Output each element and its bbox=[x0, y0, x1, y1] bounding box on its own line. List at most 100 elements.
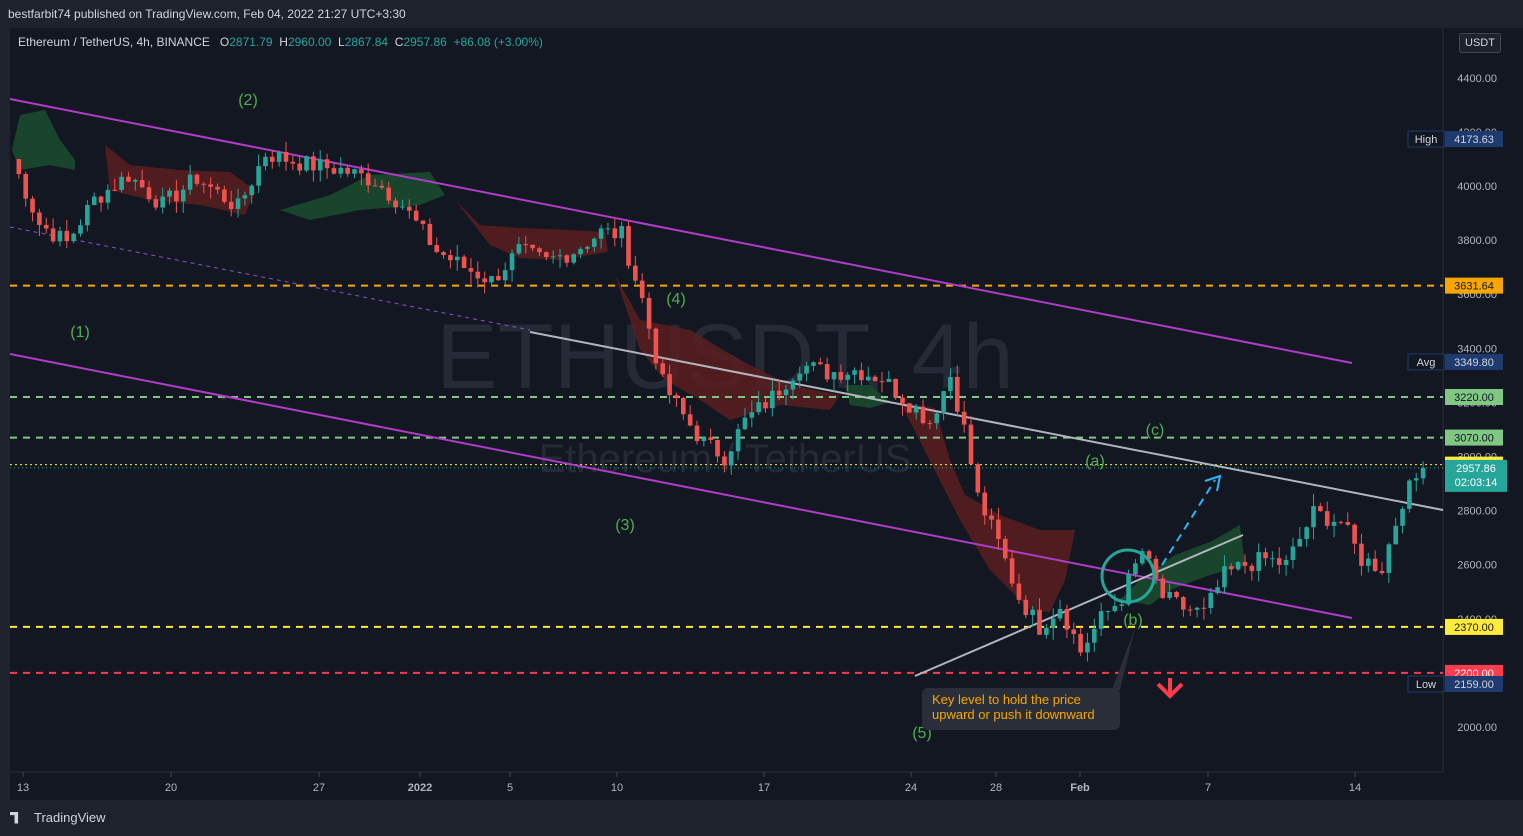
wave-label-6: (b) bbox=[1123, 612, 1143, 629]
candle-body-71 bbox=[496, 276, 501, 281]
candle-body-117 bbox=[811, 362, 816, 366]
last-price-value: 2957.86 bbox=[1456, 463, 1496, 475]
candle-body-131 bbox=[907, 403, 912, 413]
candle-body-198 bbox=[1366, 558, 1371, 566]
candle-body-101 bbox=[701, 437, 707, 442]
candle-body-107 bbox=[742, 417, 748, 430]
candle-body-53 bbox=[372, 185, 378, 187]
candle-body-114 bbox=[790, 380, 796, 390]
candle-body-166 bbox=[1146, 551, 1152, 559]
candle-body-37 bbox=[263, 156, 268, 167]
candle-body-111 bbox=[770, 390, 775, 409]
candle-body-183 bbox=[1263, 552, 1268, 559]
time-tick-1: 20 bbox=[165, 782, 177, 794]
candle-body-78 bbox=[544, 252, 549, 258]
candle-body-25 bbox=[180, 189, 186, 202]
candle-body-86 bbox=[598, 228, 604, 239]
wave-label-0: (1) bbox=[70, 324, 90, 341]
candle-body-141 bbox=[975, 464, 981, 493]
candle-body-178 bbox=[1229, 566, 1234, 570]
candle-body-119 bbox=[824, 364, 830, 380]
candle-body-167 bbox=[1153, 558, 1159, 579]
price-labels: High 4173.63 3631.64 Avg 3349.80 3220.00 3070.… bbox=[1407, 130, 1507, 693]
candle-body-92 bbox=[639, 280, 645, 298]
candle-body-155 bbox=[1071, 629, 1077, 635]
candle-body-189 bbox=[1304, 527, 1309, 539]
resistance-trendline bbox=[529, 331, 1444, 511]
time-tick-11: 14 bbox=[1349, 782, 1361, 794]
time-tick-10: 7 bbox=[1205, 782, 1211, 794]
candle-body-146 bbox=[1009, 558, 1015, 584]
cloud-segment-5 bbox=[845, 385, 890, 408]
tradingview-logo[interactable]: TradingView bbox=[10, 810, 106, 825]
time-axis[interactable] bbox=[10, 772, 1523, 800]
time-tick-0: 13 bbox=[17, 782, 29, 794]
candle-body-24 bbox=[174, 190, 179, 202]
candle-body-129 bbox=[893, 378, 898, 398]
candle-body-132 bbox=[913, 406, 919, 413]
candle-body-77 bbox=[537, 248, 542, 253]
candle-body-136 bbox=[941, 391, 946, 414]
mid-channel-dashed bbox=[9, 226, 531, 331]
candle-body-49 bbox=[345, 167, 350, 174]
candle-body-6 bbox=[50, 228, 56, 242]
candle-body-118 bbox=[818, 362, 823, 365]
candle-body-158 bbox=[1092, 628, 1097, 643]
price-tag-label-2: Avg bbox=[1417, 357, 1436, 369]
candle-body-81 bbox=[564, 255, 570, 263]
candle-body-115 bbox=[797, 373, 803, 381]
candle-body-50 bbox=[352, 169, 357, 174]
legend-symbol[interactable]: Ethereum / TetherUS, 4h, BINANCE bbox=[18, 35, 210, 49]
symbol-legend[interactable]: Ethereum / TetherUS, 4h, BINANCE O2871.7… bbox=[18, 35, 543, 49]
candle-body-200 bbox=[1379, 570, 1385, 574]
candle-body-47 bbox=[331, 168, 337, 174]
candle-body-173 bbox=[1194, 607, 1200, 610]
candle-body-42 bbox=[297, 163, 302, 171]
candle-body-142 bbox=[982, 492, 987, 516]
projection-arrowhead bbox=[1204, 474, 1222, 492]
candle-body-201 bbox=[1386, 544, 1392, 574]
price-tag-label-9: Low bbox=[1416, 679, 1436, 691]
wave-label-2: (3) bbox=[615, 517, 635, 534]
candle-body-156 bbox=[1078, 634, 1083, 653]
candle-body-95 bbox=[660, 363, 666, 375]
candle-body-27 bbox=[194, 174, 200, 184]
candle-body-202 bbox=[1393, 525, 1398, 545]
candle-body-191 bbox=[1318, 506, 1323, 512]
candle-body-74 bbox=[516, 244, 522, 254]
candle-body-185 bbox=[1276, 558, 1282, 565]
candle-body-187 bbox=[1290, 546, 1296, 560]
candle-body-61 bbox=[427, 223, 433, 246]
candles bbox=[16, 141, 1426, 662]
candle-body-67 bbox=[468, 268, 474, 272]
candle-body-14 bbox=[105, 189, 111, 203]
candle-body-72 bbox=[502, 270, 508, 281]
currency-button[interactable]: USDT bbox=[1459, 33, 1501, 53]
price-tag-value-2: 3349.80 bbox=[1454, 357, 1494, 369]
candle-body-22 bbox=[160, 196, 165, 208]
candle-body-153 bbox=[1057, 608, 1063, 619]
price-tag-label-bg-2 bbox=[1407, 353, 1445, 371]
candle-body-15 bbox=[112, 189, 118, 191]
candle-body-82 bbox=[571, 254, 576, 263]
candle-body-171 bbox=[1181, 597, 1186, 610]
candle-body-148 bbox=[1023, 599, 1029, 616]
candle-body-10 bbox=[78, 225, 83, 234]
candle-body-43 bbox=[304, 156, 309, 171]
price-tag-bg-3 bbox=[1445, 388, 1503, 405]
candle-body-16 bbox=[119, 176, 124, 190]
candle-body-31 bbox=[222, 189, 227, 202]
candle-body-188 bbox=[1297, 538, 1303, 547]
candle-body-137 bbox=[948, 376, 953, 392]
candle-body-182 bbox=[1256, 552, 1261, 571]
candle-body-76 bbox=[530, 244, 535, 249]
candle-body-29 bbox=[208, 184, 213, 187]
footer bbox=[0, 800, 1523, 836]
key-level-callout: Key level to hold the price upward or pu… bbox=[922, 688, 1120, 730]
candle-body-60 bbox=[420, 220, 426, 224]
countdown: 02:03:14 bbox=[1455, 477, 1498, 489]
candle-body-30 bbox=[215, 186, 220, 190]
legend-high: 2960.00 bbox=[287, 35, 332, 49]
candle-body-170 bbox=[1174, 591, 1179, 598]
